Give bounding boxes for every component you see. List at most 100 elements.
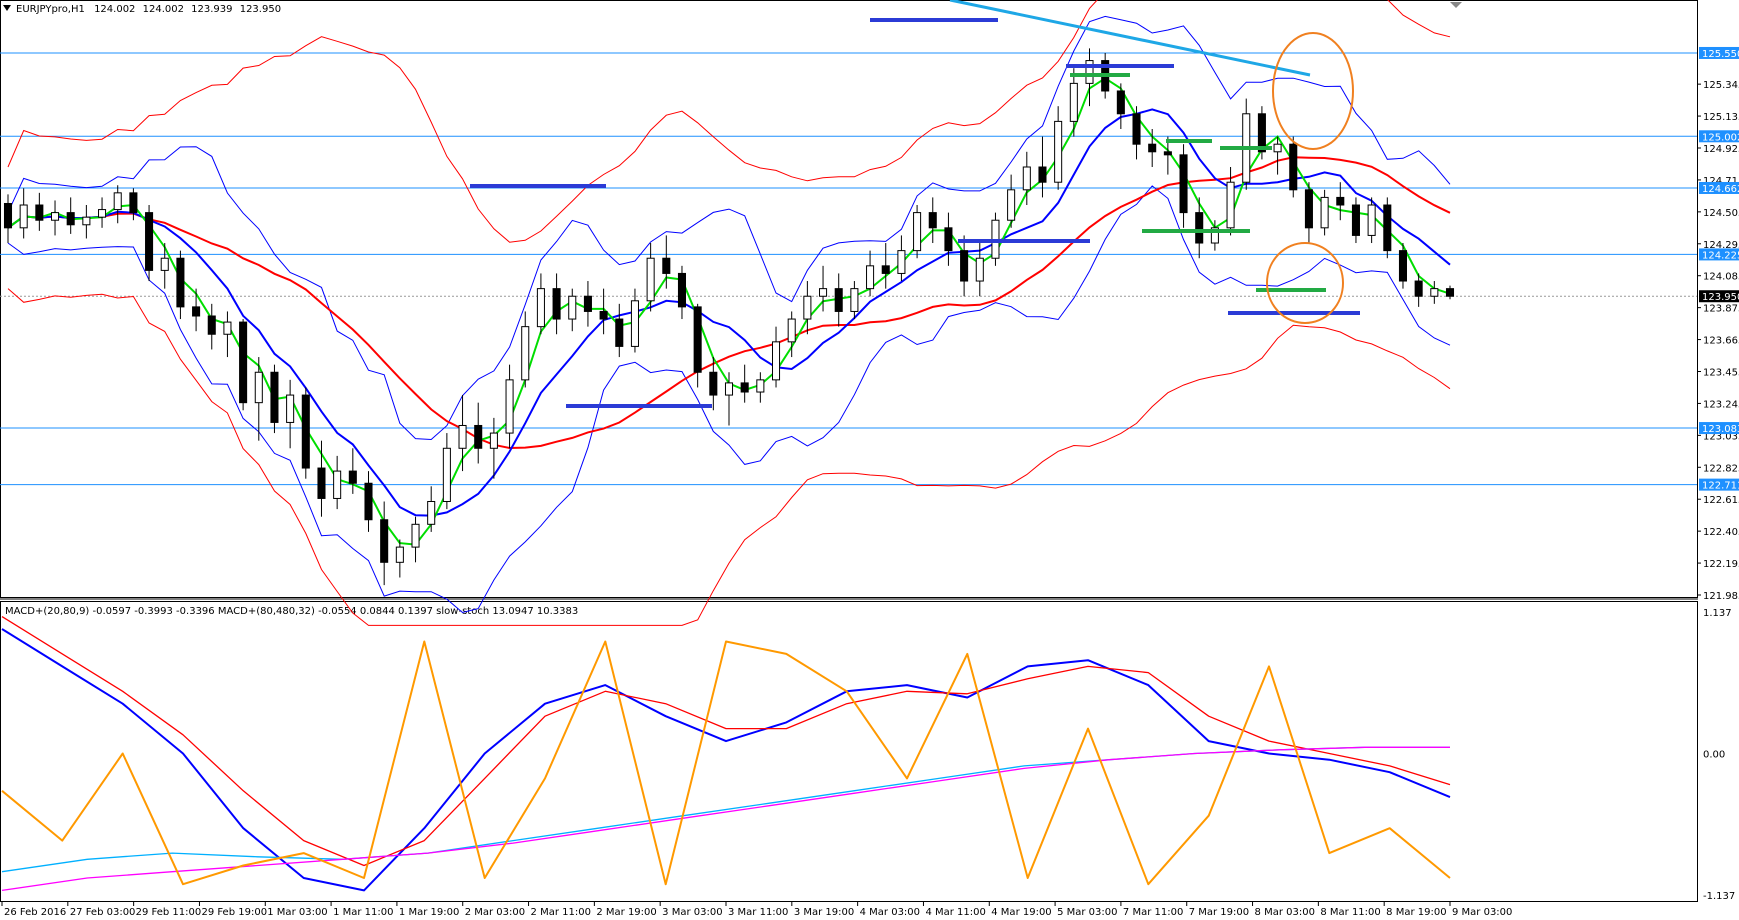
candle-body-52 [819,288,828,297]
candle-body-28 [442,447,451,502]
price-panel-frame [0,0,1698,598]
bollinger-lower-red [7,288,1451,626]
annotation-circle-upper[interactable] [1272,32,1354,150]
candle-body-71 [1116,90,1125,115]
level-badge-label: 124.225 [1702,250,1739,261]
y-tick-label: 122.405 [1703,527,1739,538]
candle-body-56 [881,265,890,274]
symbol-header: EURJPYpro,H1 124.002 124.002 123.939 123… [16,4,281,15]
x-tick-label: 1 Mar 19:00 [399,907,459,918]
candle-body-84 [1320,196,1329,229]
candle-body-45 [709,371,718,396]
level-badge-label: 122.711 [1702,481,1739,492]
level-badge-0 [1699,46,1739,59]
x-tick-label: 26 Feb 2016 [4,907,66,918]
level-badge-2 [1699,181,1739,194]
y-tick-label: 123.035 [1703,431,1739,442]
candle-body-32 [505,379,514,434]
candle-body-3 [50,212,60,221]
candle-body-13 [207,315,216,335]
indicator-panel-frame [0,601,1698,902]
x-tick-label: 8 Mar 03:00 [1255,907,1315,918]
candle-body-87 [1367,204,1376,236]
y-tick-label: 122.615 [1703,495,1739,506]
candle-body-11 [176,257,185,308]
y-tick-label: 124.085 [1703,272,1739,283]
candle-body-22 [348,470,357,484]
candle-body-67 [1054,120,1063,183]
candle-body-44 [693,306,702,373]
candle-body-12 [192,306,201,317]
candle-body-17 [270,371,279,423]
indicator-series-4 [1,640,1451,886]
candle-body-6 [98,209,107,218]
x-tick-label: 2 Mar 03:00 [465,907,525,918]
candle-body-55 [866,265,875,290]
candle-body-42 [662,257,671,274]
candle-body-74 [1163,151,1172,156]
candle-body-66 [1038,166,1047,183]
y-tick-label: 121.985 [1703,591,1739,602]
x-tick-label: 5 Mar 03:00 [1057,907,1117,918]
candle-body-43 [677,272,687,308]
x-tick-label: 4 Mar 11:00 [925,907,985,918]
candle-body-33 [521,326,530,381]
candle-body-21 [333,470,342,499]
y-tick-label: 123.245 [1703,399,1739,410]
candle-body-78 [1226,181,1235,229]
candle-body-48 [756,379,765,393]
x-tick-label: 27 Feb 03:00 [70,907,136,918]
x-tick-label: 3 Mar 11:00 [728,907,788,918]
x-tick-label: 9 Mar 03:00 [1452,907,1512,918]
candle-body-14 [223,321,232,335]
x-tick-label: 7 Mar 11:00 [1123,907,1183,918]
candle-body-2 [35,204,44,221]
bollinger-lower-blue [7,185,1451,614]
bollinger-upper-blue [7,15,1451,441]
annotation-circle-lower[interactable] [1266,242,1344,324]
candle-body-82 [1289,143,1298,191]
current-price-label: 123.950 [1702,292,1739,303]
chart-shift-marker-icon [1450,2,1462,8]
candle-body-76 [1195,212,1204,244]
candle-body-26 [411,523,420,548]
chart-menu-triangle-icon[interactable] [3,5,11,11]
x-tick-label: 7 Mar 19:00 [1189,907,1249,918]
candle-body-91 [1430,288,1439,297]
indicator-y-tick-label: 0.00 [1703,750,1725,761]
level-badge-1 [1699,130,1739,143]
candle-body-57 [897,250,906,274]
candle-body-62 [975,257,984,282]
ohlc-open: 124.002 [94,4,135,15]
candle-body-81 [1273,143,1282,153]
candle-body-16 [254,371,263,404]
candle-body-88 [1383,204,1392,252]
level-badge-3 [1699,248,1739,261]
candle-body-73 [1148,143,1157,153]
candle-body-39 [615,318,624,347]
candle-body-47 [740,382,749,393]
candle-body-5 [82,216,91,226]
candle-body-54 [850,288,859,312]
x-tick-label: 8 Mar 19:00 [1386,907,1446,918]
candle-body-10 [160,257,169,271]
x-tick-label: 8 Mar 11:00 [1320,907,1380,918]
x-tick-label: 3 Mar 03:00 [662,907,722,918]
candle-body-18 [286,394,295,423]
candle-body-4 [66,212,75,226]
downtrend-line[interactable] [949,0,1311,77]
x-tick-label: 4 Mar 19:00 [991,907,1051,918]
candle-body-83 [1304,189,1313,229]
level-badge-4 [1699,422,1739,435]
x-tick-label: 3 Mar 19:00 [794,907,854,918]
y-tick-label: 124.925 [1703,144,1739,155]
x-tick-label: 2 Mar 19:00 [596,907,656,918]
y-tick-label: 123.665 [1703,336,1739,347]
indicator-header: MACD+(20,80,9) -0.0597 -0.3993 -0.3396 M… [5,606,578,617]
current-price-badge [1699,290,1739,303]
candle-body-19 [301,394,310,469]
indicator-y-tick-label: -1.137 [1703,891,1735,902]
ohlc-close: 123.950 [240,4,281,15]
moving-average-mid-blue [7,108,1451,517]
candle-body-49 [771,341,781,381]
